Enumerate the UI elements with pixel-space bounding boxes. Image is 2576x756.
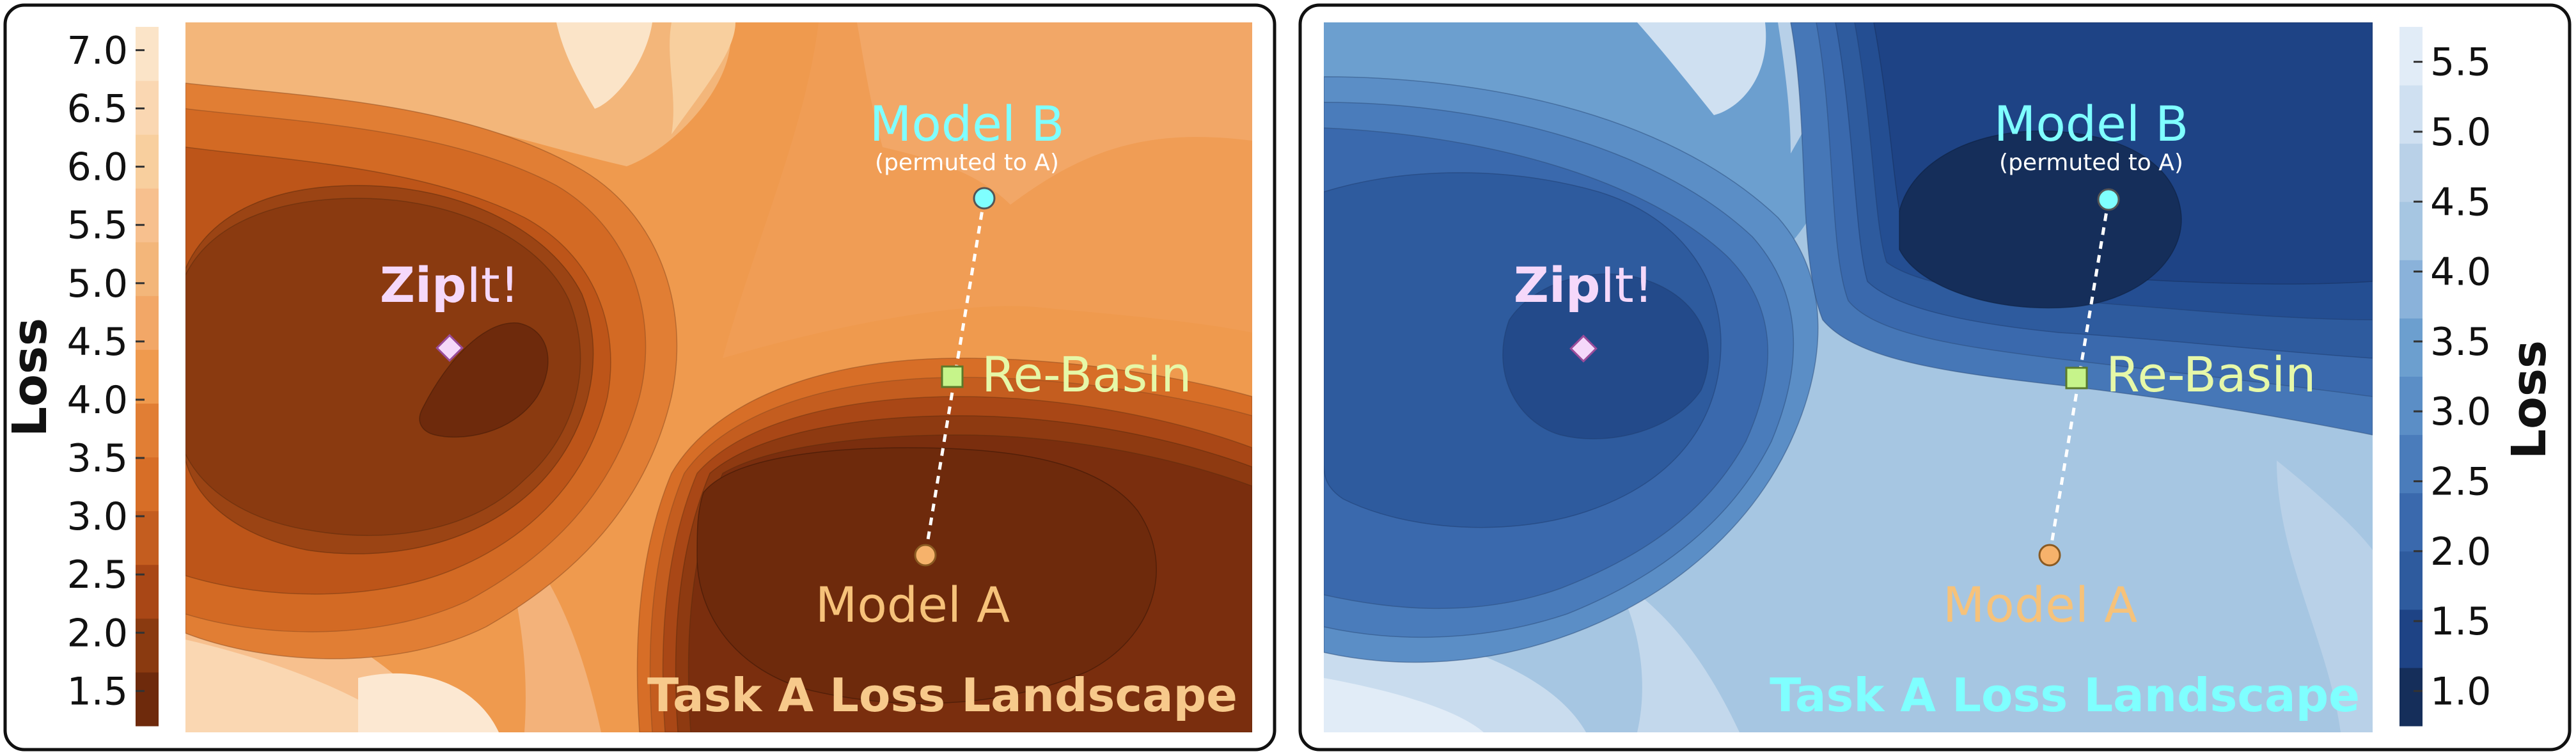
left-contour-level — [857, 22, 1252, 205]
colorbar-tick-label: 7.0 — [67, 28, 128, 73]
colorbar-band — [136, 242, 159, 296]
right-contour-level — [1899, 130, 2182, 309]
colorbar-tick-label: 4.0 — [67, 378, 128, 423]
left-model-a-label: Model A — [815, 576, 1010, 633]
colorbar-tick-label: 2.0 — [67, 611, 128, 656]
left-colorbar-label: Loss — [3, 318, 58, 437]
colorbar-band — [2399, 27, 2423, 86]
colorbar-band — [136, 349, 159, 404]
colorbar-tick-label: 4.5 — [67, 320, 128, 365]
left-contour-level — [185, 198, 581, 536]
colorbar-band — [136, 403, 159, 458]
left-model-a-marker — [914, 544, 937, 567]
right-zipit-marker — [1569, 335, 1598, 363]
colorbar-band — [136, 564, 159, 619]
colorbar-tick-label: 1.5 — [2430, 599, 2491, 644]
colorbar-tick-label: 6.5 — [67, 87, 128, 132]
colorbar-band — [2399, 260, 2423, 319]
left-colorbar: Loss 7.0 6.5 6.0 5.5 5.0 4.5 4.0 3.5 3.0 2.5 2.0 1.… — [3, 27, 159, 727]
left-contour-level — [419, 322, 549, 438]
right-colorbar-ticks: 5.5 5.0 4.5 4.0 3.5 3.0 2.5 2.0 1.5 1.0 — [2414, 40, 2491, 714]
right-panel: 5.5 5.0 4.5 4.0 3.5 3.0 2.5 2.0 1.5 1.0 Loss Mode… — [1298, 3, 2572, 752]
left-contour-level — [185, 640, 409, 732]
right-model-a-marker — [2038, 544, 2061, 567]
right-zipit-label-rest: It! — [1600, 256, 1653, 313]
colorbar-band — [2399, 609, 2423, 668]
right-plot-title: Task A Loss Landscape — [1770, 668, 2360, 722]
left-contour-plot — [185, 22, 1252, 732]
left-zipit-label-rest: It! — [466, 256, 519, 313]
left-zipit-marker — [436, 334, 464, 362]
left-plot-title: Task A Loss Landscape — [647, 668, 1237, 722]
colorbar-tick-label: 3.5 — [2430, 320, 2491, 365]
left-model-b-sublabel: (permuted to A) — [875, 150, 1059, 176]
left-colorbar-bands — [136, 27, 159, 727]
colorbar-tick-label: 1.0 — [2430, 669, 2491, 714]
right-zipit-label-bold: Zip — [1514, 256, 1601, 313]
left-zipit-label-bold: Zip — [380, 256, 467, 313]
colorbar-band — [2399, 143, 2423, 202]
colorbar-tick-label: 6.0 — [67, 145, 128, 190]
left-contour-level — [358, 673, 499, 732]
right-contour-level — [2277, 461, 2373, 732]
left-model-b-label: Model B — [870, 95, 1064, 152]
right-model-b-label: Model B — [1994, 95, 2188, 152]
colorbar-band — [136, 134, 159, 189]
colorbar-band — [2399, 667, 2423, 727]
colorbar-band — [2399, 318, 2423, 377]
right-contour-plot — [1324, 22, 2373, 732]
colorbar-band — [136, 27, 159, 81]
left-contour-level — [556, 22, 652, 109]
colorbar-tick-label: 3.0 — [67, 494, 128, 539]
colorbar-tick-label: 5.0 — [67, 262, 128, 306]
colorbar-band — [136, 618, 159, 673]
left-panel: Loss 7.0 6.5 6.0 5.5 5.0 4.5 4.0 3.5 3.0 2.5 2.0 1.… — [3, 3, 1276, 752]
colorbar-tick-label: 3.0 — [2430, 390, 2491, 434]
right-colorbar: 5.5 5.0 4.5 4.0 3.5 3.0 2.5 2.0 1.5 1.0 Loss — [2399, 27, 2557, 727]
left-contour-level — [696, 447, 1157, 704]
right-contour-level — [1637, 22, 1766, 115]
colorbar-tick-label: 4.0 — [2430, 250, 2491, 295]
colorbar-tick-label: 4.5 — [2430, 180, 2491, 224]
left-rebasin-marker — [941, 365, 964, 388]
right-colorbar-label: Loss — [2502, 340, 2557, 459]
right-zipit-label: ZipIt! — [1514, 256, 1653, 313]
left-colorbar-ticks: 7.0 6.5 6.0 5.5 5.0 4.5 4.0 3.5 3.0 2.5 2.0 1.5 — [67, 28, 145, 714]
right-model-b-sublabel: (permuted to A) — [1999, 150, 2183, 176]
colorbar-band — [136, 672, 159, 727]
colorbar-band — [136, 510, 159, 565]
right-colorbar-bands — [2399, 27, 2423, 727]
colorbar-tick-label: 2.0 — [2430, 530, 2491, 574]
right-model-a-label: Model A — [1943, 576, 2137, 633]
left-rebasin-label: Re-Basin — [982, 346, 1191, 403]
left-interpolation-line — [923, 198, 986, 556]
left-model-b-marker — [973, 187, 996, 210]
right-rebasin-label: Re-Basin — [2106, 346, 2316, 403]
colorbar-tick-label: 3.5 — [67, 436, 128, 481]
left-contour-level — [670, 22, 735, 134]
colorbar-tick-label: 2.5 — [67, 553, 128, 597]
colorbar-tick-label: 5.0 — [2430, 110, 2491, 155]
right-rebasin-marker — [2065, 366, 2088, 390]
left-zipit-label: ZipIt! — [380, 256, 519, 313]
colorbar-tick-label: 5.5 — [2430, 40, 2491, 85]
colorbar-band — [2399, 492, 2423, 552]
colorbar-band — [136, 188, 159, 242]
colorbar-band — [136, 457, 159, 512]
right-contour-level — [1502, 273, 1709, 439]
colorbar-tick-label: 1.5 — [67, 669, 128, 714]
colorbar-band — [2399, 85, 2423, 144]
right-contour-level — [1612, 576, 1740, 732]
right-model-b-marker — [2097, 188, 2120, 211]
right-interpolation-line — [2048, 199, 2110, 556]
right-contour-level — [1324, 678, 1484, 732]
colorbar-band — [2399, 201, 2423, 260]
colorbar-band — [2399, 434, 2423, 494]
colorbar-tick-label: 5.5 — [67, 203, 128, 248]
colorbar-band — [2399, 376, 2423, 436]
colorbar-tick-label: 2.5 — [2430, 459, 2491, 504]
colorbar-band — [2399, 551, 2423, 610]
